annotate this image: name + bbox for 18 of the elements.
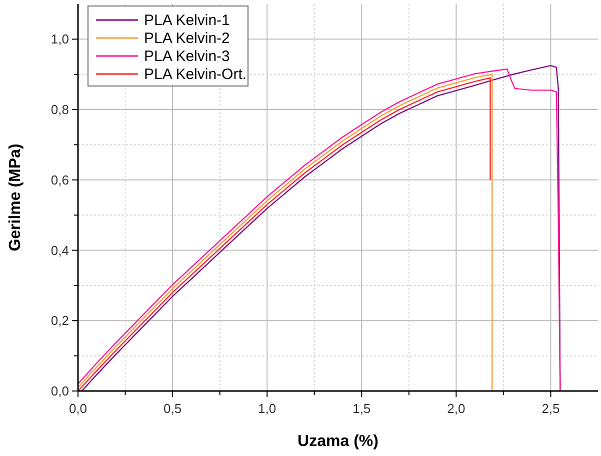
x-tick-label: 2,0: [447, 401, 466, 416]
x-axis-title: Uzama (%): [298, 433, 378, 450]
x-tick-label: 1,0: [258, 401, 276, 416]
x-tick-label: 0,5: [164, 401, 182, 416]
y-tick-label: 0,8: [50, 102, 69, 118]
y-tick-label: 1,0: [50, 32, 69, 47]
y-tick-label: 0,0: [50, 384, 69, 398]
y-tick-label: 0,4: [50, 242, 69, 258]
x-tick-label: 1,5: [352, 401, 371, 416]
x-tick-label: 2,5: [542, 401, 560, 416]
legend-label: PLA Kelvin-1: [144, 12, 230, 29]
legend-label: PLA Kelvin-2: [144, 30, 230, 47]
y-tick-label: 0,6: [50, 172, 69, 188]
legend-label: PLA Kelvin-3: [144, 48, 230, 65]
legend-label: PLA Kelvin-Ort.: [144, 66, 247, 83]
y-tick-label: 0,2: [50, 313, 69, 328]
y-axis-title: Gerilme (MPa): [7, 144, 24, 252]
x-tick-label: 0,0: [68, 401, 88, 416]
